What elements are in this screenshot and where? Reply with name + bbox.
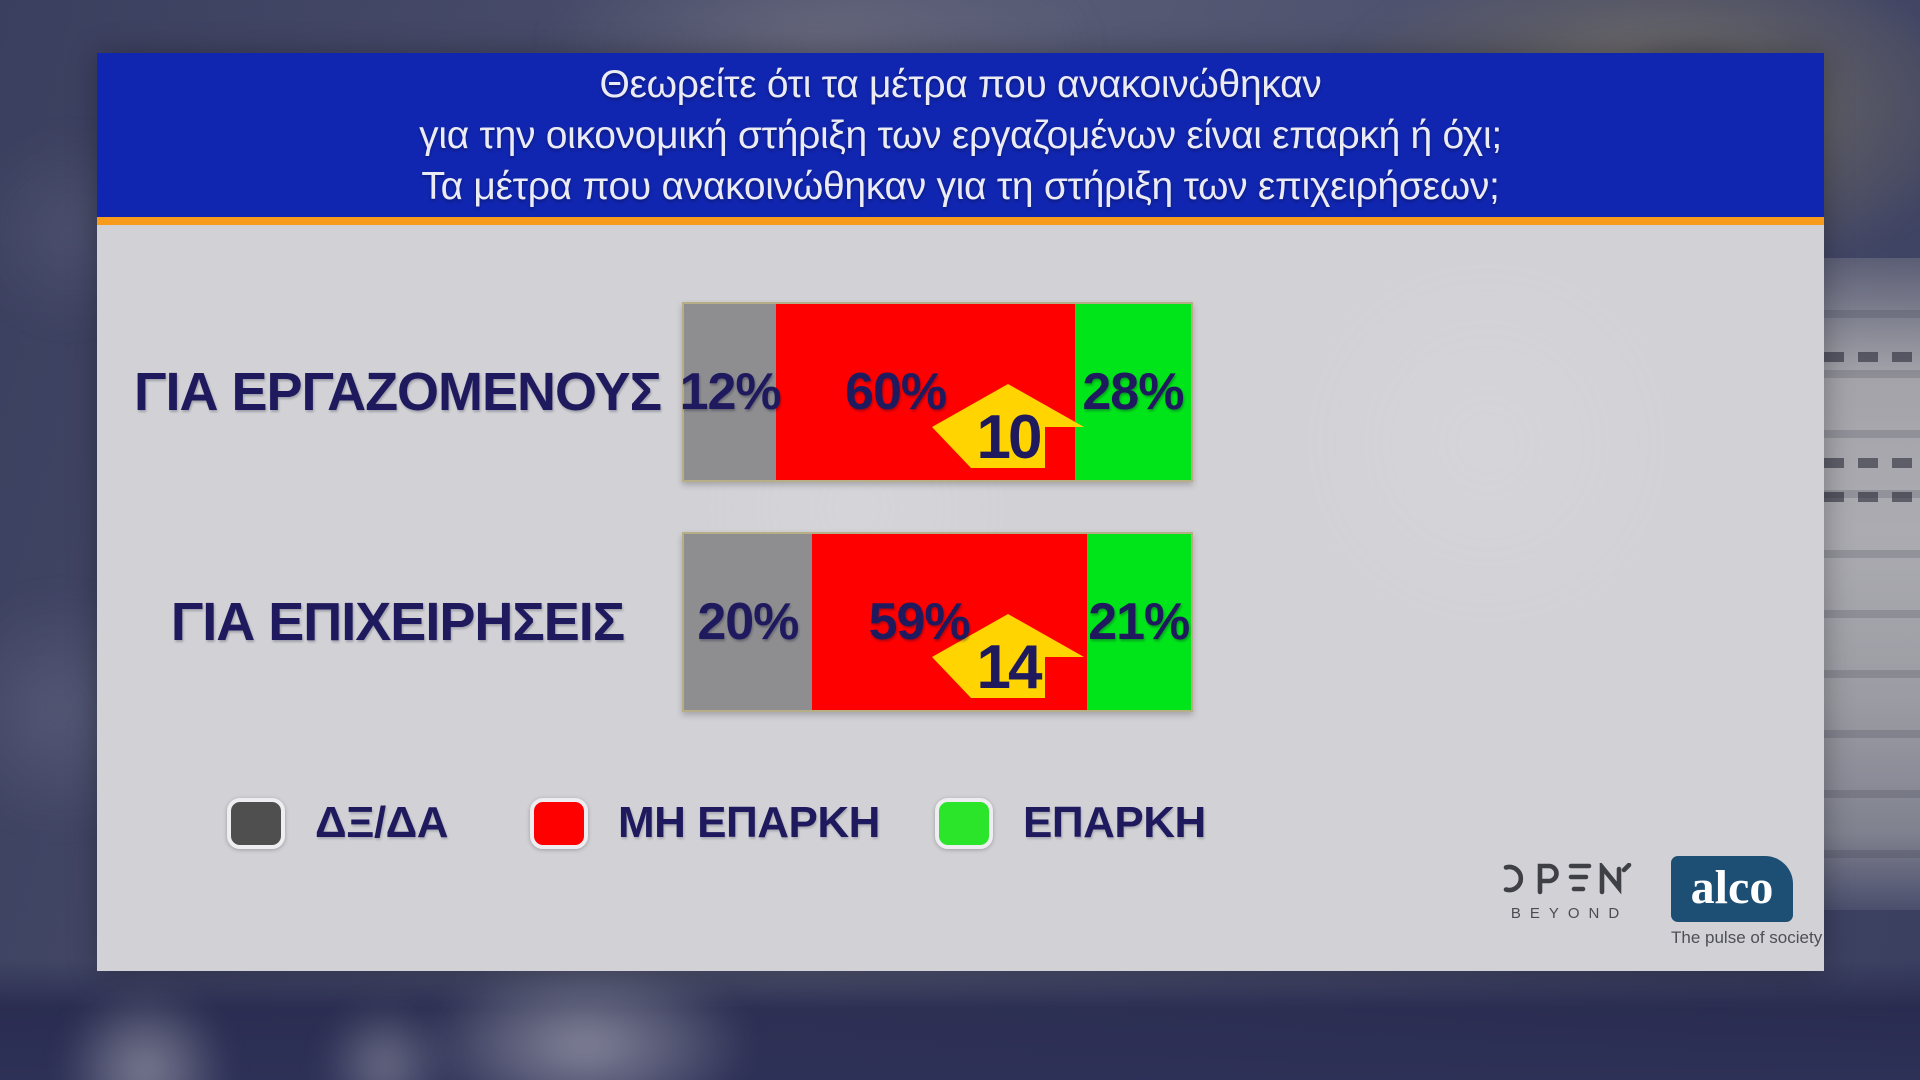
up-arrow-annotation: 14 xyxy=(932,614,1084,703)
orange-divider xyxy=(97,217,1824,225)
chart-row-businesses: ΓΙΑ ΕΠΙΧΕΙΡΗΣΕΙΣ 20% 59% 21% 14 xyxy=(97,532,1824,712)
background-surgical-mask xyxy=(1824,258,1920,910)
alco-logo: alco The pulse of society xyxy=(1671,856,1823,948)
segment-value: 59% xyxy=(868,593,971,651)
segment-dxda: 12% xyxy=(680,304,782,480)
category-label: ΓΙΑ ΕΠΙΧΕΙΡΗΣΕΙΣ xyxy=(170,592,625,652)
content-panel: Θεωρείτε ότι τα μέτρα που ανακοινώθηκαν … xyxy=(97,53,1824,971)
up-arrow-icon xyxy=(932,614,1084,698)
category-label: ΓΙΑ ΕΡΓΑΖΟΜΕΝΟΥΣ xyxy=(134,362,662,422)
question-header: Θεωρείτε ότι τα μέτρα που ανακοινώθηκαν … xyxy=(97,53,1824,217)
alco-tagline: The pulse of society xyxy=(1671,928,1823,947)
mask-pleat-stitches xyxy=(1824,458,1920,468)
alco-wordmark: alco xyxy=(1671,856,1793,922)
stacked-bar: 20% 59% 21% 14 xyxy=(682,532,1193,712)
legend-label: ΕΠΑΡΚΗ xyxy=(1023,798,1206,847)
legend-item-adequate: ΕΠΑΡΚΗ xyxy=(935,797,1206,849)
open-beyond-text: BEYOND xyxy=(1510,905,1629,922)
question-line-3: Τα μέτρα που ανακοινώθηκαν για τη στήριξ… xyxy=(421,164,1500,208)
legend-swatch-gray xyxy=(227,797,285,849)
open-wordmark-icon xyxy=(1503,860,1632,895)
legend-label: ΔΞ/ΔΑ xyxy=(315,798,449,847)
mask-pleat-stitches xyxy=(1824,492,1920,502)
legend-swatch-green xyxy=(935,797,993,849)
up-arrow-annotation: 10 xyxy=(932,384,1084,473)
legend-swatch-red xyxy=(530,797,588,849)
arrow-value: 10 xyxy=(976,403,1043,473)
question-line-2: για την οικονομική στήριξη των εργαζομέν… xyxy=(419,113,1502,157)
segment-value: 20% xyxy=(697,593,799,651)
segment-value: 21% xyxy=(1088,593,1190,651)
mask-pleat-stitches xyxy=(1824,352,1920,362)
background-virus-blob xyxy=(420,960,750,1080)
arrow-value: 14 xyxy=(976,633,1043,703)
stacked-bar: 12% 60% 28% 10 xyxy=(680,302,1193,482)
background-virus-blob xyxy=(55,990,235,1080)
legend-label: ΜΗ ΕΠΑΡΚΗ xyxy=(618,798,880,847)
legend-item-not-adequate: ΜΗ ΕΠΑΡΚΗ xyxy=(530,797,880,849)
segment-adequate: 21% xyxy=(1086,534,1191,710)
legend-item-dxda: ΔΞ/ΔΑ xyxy=(227,797,449,849)
background-virus-blob xyxy=(320,1000,450,1080)
segment-value: 28% xyxy=(1082,363,1184,421)
open-channel-logo: BEYOND xyxy=(1493,860,1637,922)
segment-value: 60% xyxy=(845,363,947,421)
chart-row-employees: ΓΙΑ ΕΡΓΑΖΟΜΕΝΟΥΣ 12% 60% 28% 10 xyxy=(97,302,1824,482)
segment-adequate: 28% xyxy=(1074,304,1191,480)
segment-value: 12% xyxy=(679,363,782,421)
background-bottom-shade xyxy=(0,960,1920,1080)
segment-dxda: 20% xyxy=(684,534,812,710)
question-line-1: Θεωρείτε ότι τα μέτρα που ανακοινώθηκαν xyxy=(599,62,1322,106)
up-arrow-icon xyxy=(932,384,1084,468)
